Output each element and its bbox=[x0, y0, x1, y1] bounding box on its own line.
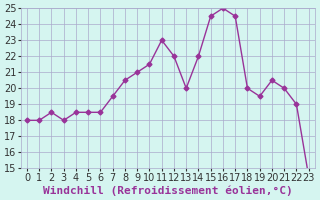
X-axis label: Windchill (Refroidissement éolien,°C): Windchill (Refroidissement éolien,°C) bbox=[43, 185, 293, 196]
